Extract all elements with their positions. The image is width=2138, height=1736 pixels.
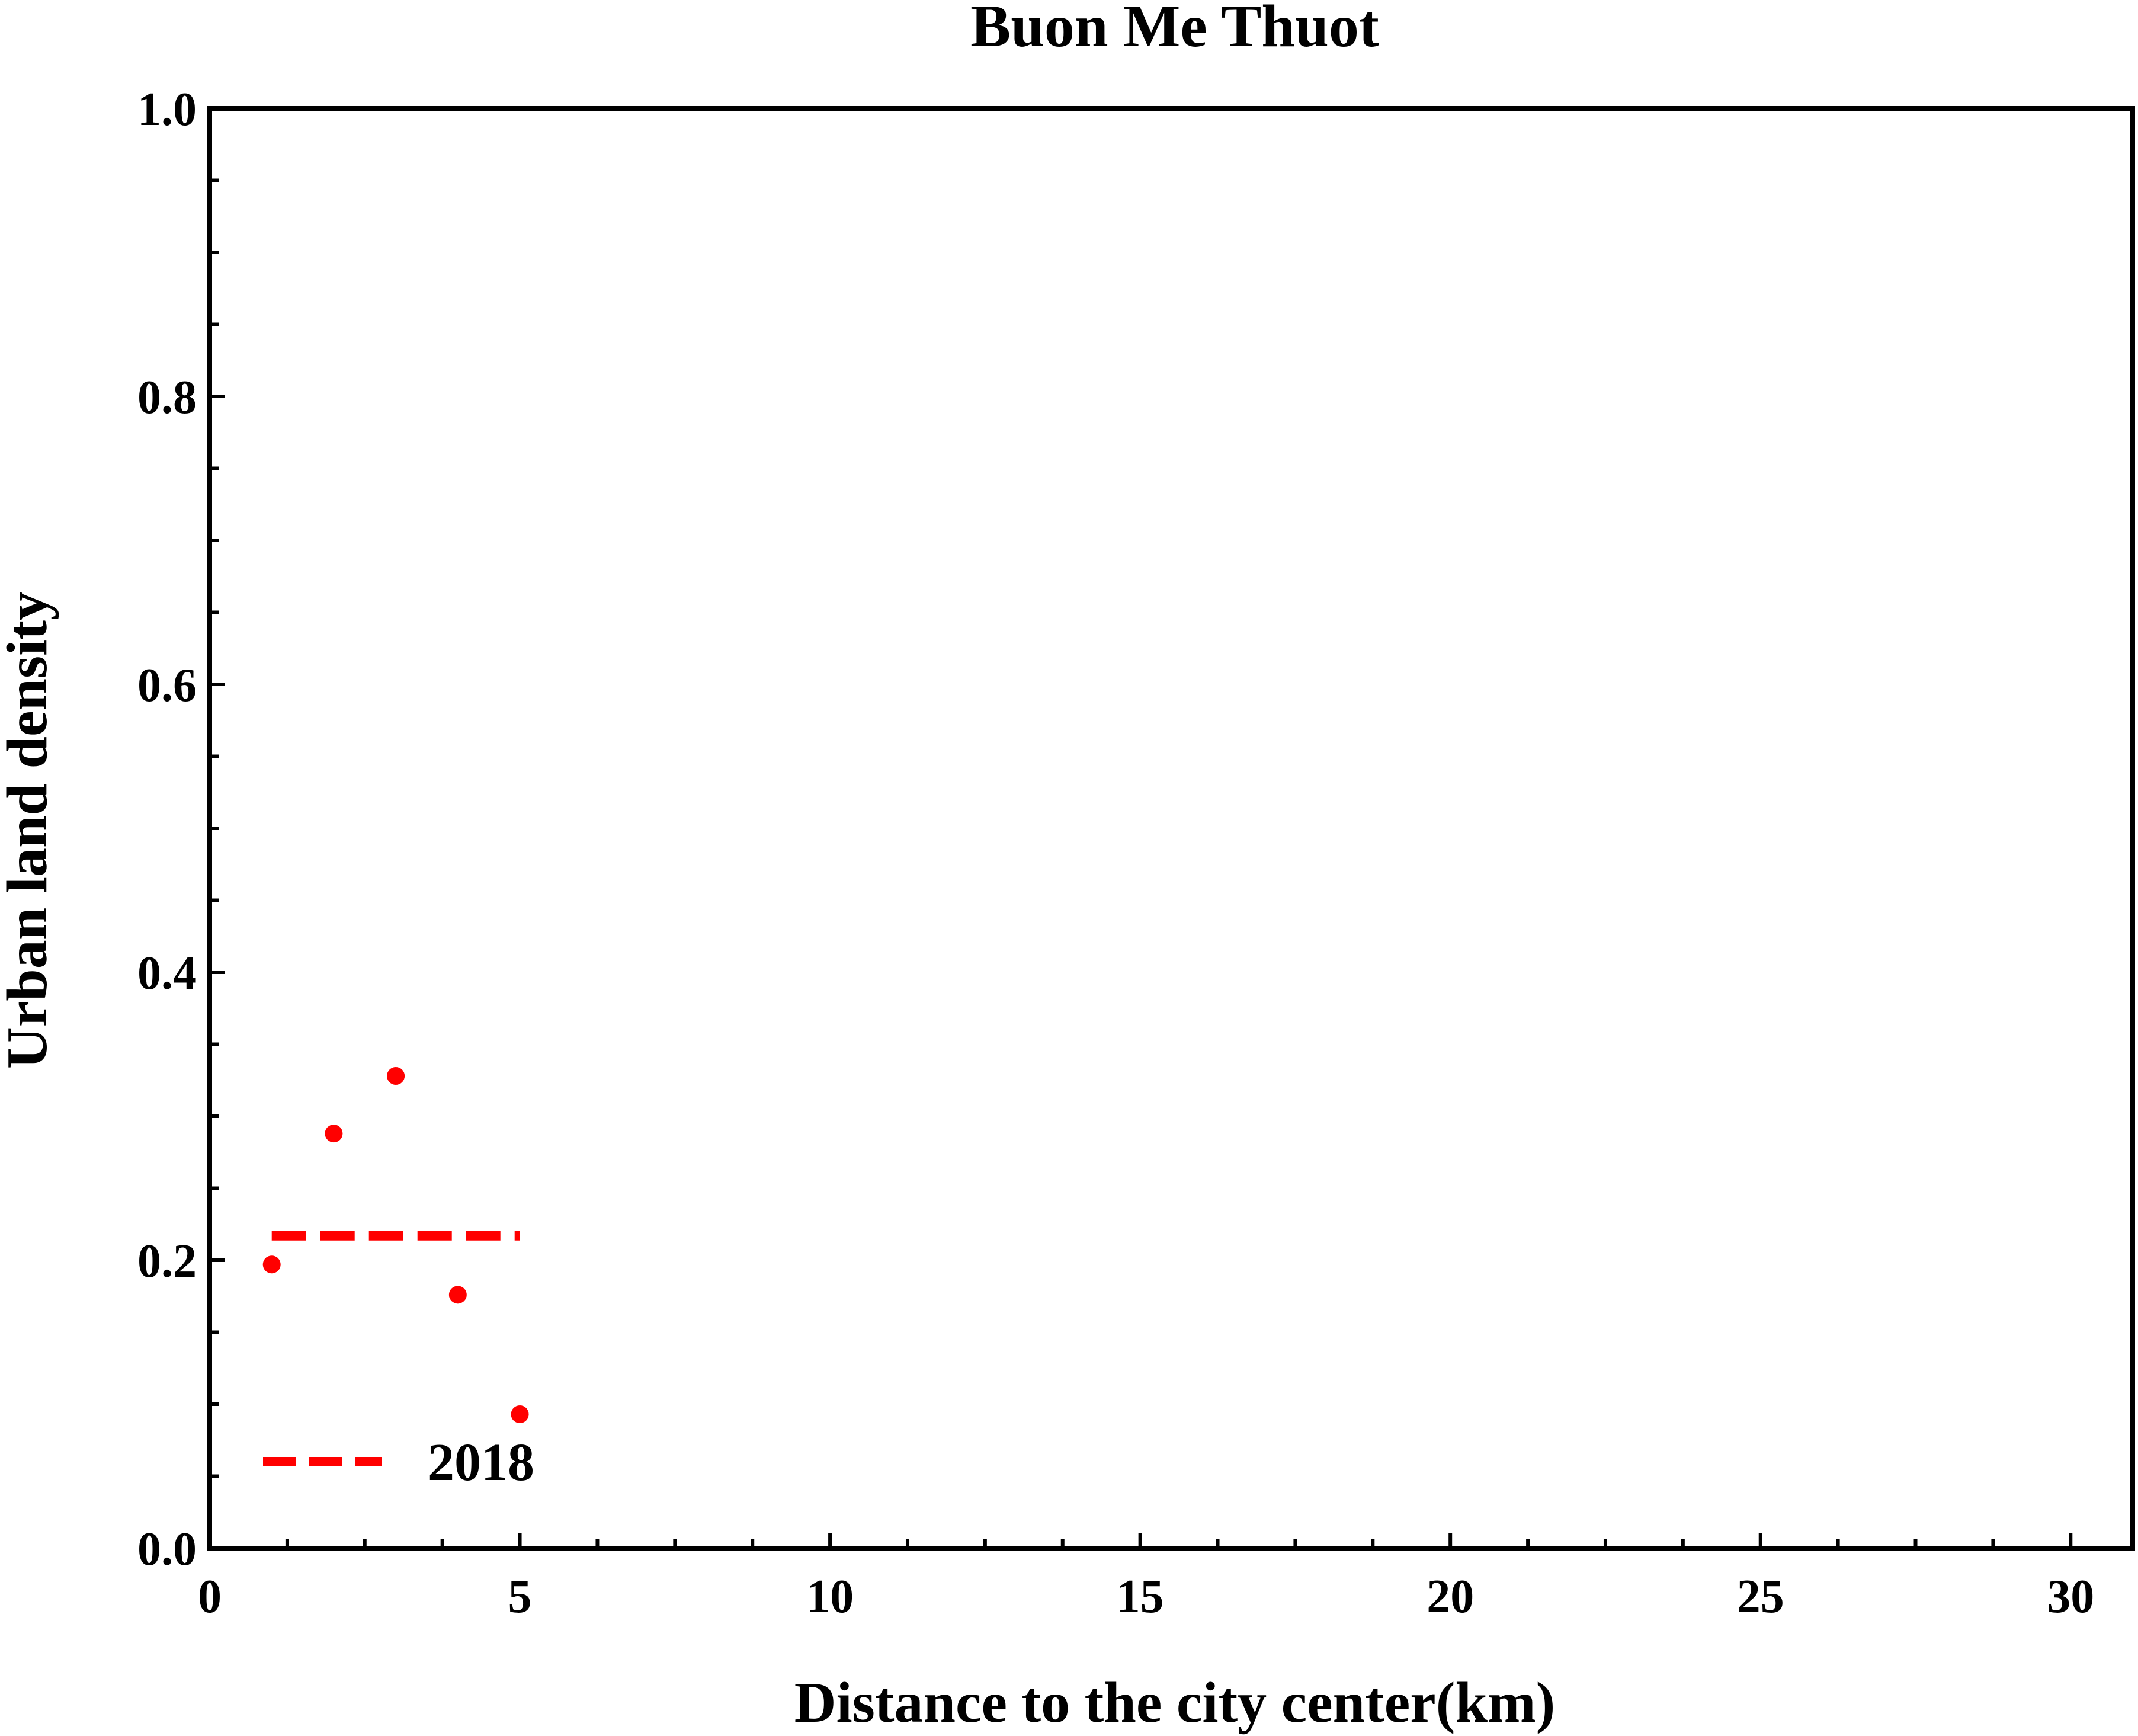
x-tick-label: 0 [198, 1571, 222, 1623]
legend: 2018 [263, 1433, 534, 1492]
data-point [511, 1405, 529, 1424]
y-tick-label: 0.0 [137, 1523, 197, 1575]
x-tick-label: 30 [2047, 1571, 2094, 1623]
x-axis-title: Distance to the city center(km) [794, 1671, 1555, 1735]
x-tick-label: 15 [1117, 1571, 1164, 1623]
data-point [325, 1125, 343, 1143]
data-layer [262, 1066, 529, 1424]
x-tick-label: 20 [1427, 1571, 1474, 1623]
axes: 0.0 0.2 0.4 0.6 0.8 1.0 0 5 10 15 20 25 30 [137, 84, 2135, 1623]
data-point [448, 1286, 467, 1304]
legend-label: 2018 [428, 1433, 534, 1492]
x-tick-label: 5 [508, 1571, 532, 1623]
plot-frame [207, 106, 2135, 1551]
y-tick-label: 1.0 [137, 84, 197, 136]
chart-title: Buon Me Thuot [970, 0, 1379, 60]
y-tick-label: 0.4 [137, 947, 197, 1000]
y-tick-label: 0.6 [137, 659, 197, 712]
y-tick-label: 0.2 [137, 1235, 197, 1287]
y-axis-title: Urban land density [0, 591, 59, 1069]
data-point [387, 1066, 405, 1085]
y-tick-label: 0.8 [137, 371, 197, 424]
x-tick-label: 25 [1737, 1571, 1784, 1623]
data-point [262, 1255, 281, 1274]
x-tick-label: 10 [806, 1571, 854, 1623]
